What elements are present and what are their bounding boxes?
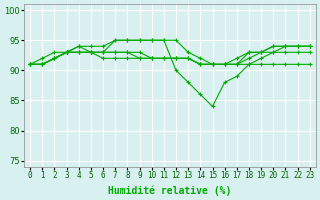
X-axis label: Humidité relative (%): Humidité relative (%): [108, 185, 232, 196]
